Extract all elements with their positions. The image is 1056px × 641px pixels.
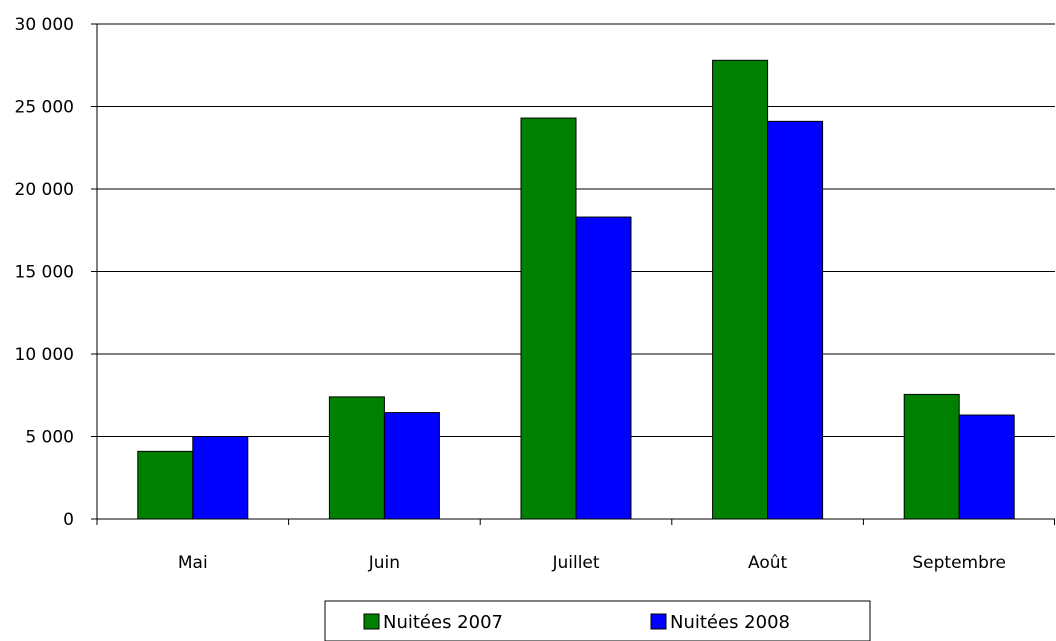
bar-2007-1 <box>328 396 385 520</box>
x-category-label: Septembre <box>912 553 1006 573</box>
legend: Nuitées 2007 Nuitées 2008 <box>324 600 871 641</box>
y-tick-label: 0 <box>63 510 74 530</box>
bar-2008-0 <box>192 436 249 520</box>
bar-2008-1 <box>383 412 440 520</box>
bar-2007-3 <box>712 59 769 520</box>
bar-2007-0 <box>137 450 194 520</box>
y-tick-label: 30 000 <box>15 15 74 35</box>
axes <box>91 23 1055 525</box>
y-tick-labels: 0 5 000 10 000 15 000 20 000 25 000 30 000 <box>15 15 74 530</box>
x-category-label: Juillet <box>551 553 599 573</box>
bar-2008-3 <box>767 120 824 520</box>
bar-2007-2 <box>520 117 577 520</box>
legend-label: Nuitées 2007 <box>383 612 503 633</box>
bar-2007-4 <box>903 393 960 520</box>
x-category-label: Mai <box>178 553 208 573</box>
x-category-label: Juin <box>368 553 400 573</box>
bars <box>137 59 1015 520</box>
bar-2008-4 <box>958 414 1015 520</box>
bar-2008-2 <box>575 216 632 520</box>
legend-label: Nuitées 2008 <box>670 612 790 633</box>
x-category-label: Août <box>748 553 788 573</box>
y-tick-label: 25 000 <box>15 98 74 118</box>
y-tick-label: 15 000 <box>15 263 74 283</box>
y-tick-label: 5 000 <box>25 428 74 448</box>
legend-box <box>324 600 871 641</box>
legend-swatch <box>363 613 380 630</box>
legend-swatch <box>650 613 667 630</box>
y-tick-label: 10 000 <box>15 345 74 365</box>
category-labels: Mai Juin Juillet Août Septembre <box>178 553 1006 573</box>
y-tick-label: 20 000 <box>15 180 74 200</box>
